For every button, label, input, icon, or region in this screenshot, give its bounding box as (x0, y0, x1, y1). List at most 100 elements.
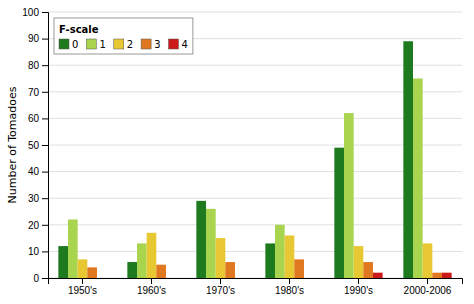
y-tick-label: 60 (28, 113, 40, 124)
grid-line (48, 145, 462, 146)
tick-mark (42, 172, 48, 173)
bar (294, 259, 304, 278)
plot: 1950's 1960's 1970's 1980's 1990's 2000-2006 0… (22, 7, 462, 296)
x-tick: 1950's (68, 278, 97, 296)
y-tick-label: 50 (28, 140, 40, 151)
x-tick-label: 1980's (275, 285, 304, 296)
x-tick-label: 1960's (137, 285, 166, 296)
x-tick: 1960's (137, 278, 166, 296)
grid-line (48, 118, 462, 119)
legend-label: 4 (182, 39, 188, 50)
tick-mark (42, 198, 48, 199)
y-tick: 30 (28, 193, 48, 204)
y-tick: 80 (28, 60, 48, 71)
bar (137, 243, 147, 278)
tick-mark (42, 65, 48, 66)
x-tick-label: 2000-2006 (404, 285, 452, 296)
y-tick: 40 (28, 166, 48, 177)
bar (265, 243, 275, 278)
y-tick: 0 (33, 273, 48, 284)
x-tick: 1980's (275, 278, 304, 296)
y-tick: 60 (28, 113, 48, 124)
series (78, 233, 433, 278)
grid (48, 12, 462, 278)
tick-mark (42, 118, 48, 119)
bar (147, 233, 157, 278)
x-tick: 2000-2006 (404, 278, 452, 296)
bar (334, 148, 344, 278)
legend-label: 2 (127, 39, 133, 50)
bar (344, 113, 354, 278)
tick-mark (289, 278, 290, 284)
bar (423, 243, 433, 278)
y-tick-label: 30 (28, 193, 40, 204)
series (58, 41, 413, 278)
y-tick-label: 10 (28, 246, 40, 257)
y-tick: 20 (28, 220, 48, 231)
axis-line (42, 13, 49, 279)
tick-mark (42, 225, 48, 226)
bar (285, 235, 295, 278)
tick-mark (358, 278, 359, 284)
tick-mark (42, 145, 48, 146)
y-tick: 50 (28, 140, 48, 151)
legend-label: 3 (154, 39, 160, 50)
bar (196, 201, 206, 278)
y-tick-label: 90 (28, 33, 40, 44)
bar (275, 225, 285, 278)
bar (156, 265, 166, 278)
x-tick-label: 1990's (344, 285, 373, 296)
bar (127, 262, 137, 278)
grid-line (48, 91, 462, 92)
y-tick: 70 (28, 87, 48, 98)
y-tick-label: 70 (28, 87, 40, 98)
x-tick: 1990's (344, 278, 373, 296)
grid-line (48, 198, 462, 199)
x-tick-label: 1950's (68, 285, 97, 296)
x-axis: 1950's 1960's 1970's 1980's 1990's 2000-2006 (49, 278, 463, 296)
legend-swatch (86, 39, 96, 49)
legend-swatch (169, 39, 179, 49)
x-tick: 1970's (206, 278, 235, 296)
grid-line (48, 65, 462, 66)
series (68, 79, 423, 279)
bar (235, 278, 245, 279)
legend-box (54, 18, 193, 54)
y-tick: 10 (28, 246, 48, 257)
y-tick: 90 (28, 33, 48, 44)
tick-mark (220, 278, 221, 284)
bar (225, 262, 235, 278)
y-tick: 100 (22, 7, 48, 18)
grid-line (48, 251, 462, 252)
tick-mark (42, 92, 48, 93)
y-tick-label: 40 (28, 166, 40, 177)
bar (354, 246, 364, 278)
tick-mark (151, 278, 152, 284)
bar (166, 278, 176, 279)
bar (206, 209, 216, 278)
y-tick-label: 100 (22, 7, 39, 18)
y-tick-label: 0 (33, 273, 39, 284)
series (87, 259, 442, 278)
bar (97, 278, 107, 279)
legend-title: F-scale (59, 24, 99, 35)
bar (413, 79, 423, 279)
chart: 1950's 1960's 1970's 1980's 1990's 2000-2006 0… (0, 0, 474, 304)
bars (58, 41, 451, 278)
tick-mark (427, 278, 428, 284)
legend-swatch (114, 39, 124, 49)
tick-mark (42, 251, 48, 252)
y-tick-label: 20 (28, 220, 40, 231)
legend: F-scale01234 (54, 18, 193, 54)
axis-line (49, 279, 463, 285)
tick-mark (42, 39, 48, 40)
grid-line (48, 171, 462, 172)
bar (68, 219, 78, 278)
bar (78, 259, 88, 278)
legend-label: 0 (72, 39, 78, 50)
bar (304, 278, 314, 279)
bar (216, 238, 226, 278)
y-axis-title: Number of Tomadoes (6, 86, 19, 203)
x-tick-label: 1970's (206, 285, 235, 296)
tick-mark (42, 12, 48, 13)
